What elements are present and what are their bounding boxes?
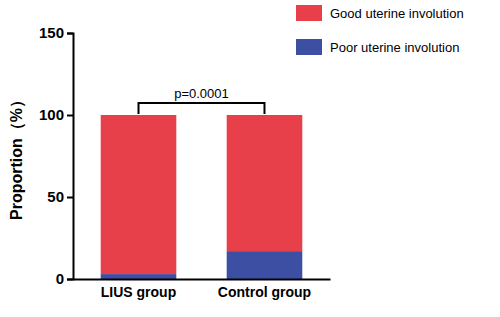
legend: Good uterine involution Poor uterine invo… [296,5,464,55]
legend-label: Poor uterine involution [330,40,459,55]
y-tick-mark [67,279,73,281]
bar-segment [227,251,303,279]
y-axis-line [67,34,74,280]
x-tick-label: LIUS group [101,284,176,300]
y-tick-label: 100 [39,106,64,123]
bar-segment [101,115,177,274]
x-tick: LIUS group [101,284,176,300]
bar-segment [101,274,177,279]
y-tick: 50 [47,188,73,205]
annotation: p=0.0001 [174,86,229,101]
y-tick-label: 50 [47,188,64,205]
y-axis: 0 50 100 150 [39,24,74,287]
x-axis-line [74,279,331,281]
y-tick-mark [67,197,73,199]
x-tick: Control group [218,284,311,300]
y-tick-label: 150 [39,24,64,41]
y-tick: 0 [56,270,73,287]
y-tick-mark [67,115,73,117]
x-axis: LIUS group Control group [74,280,331,300]
y-tick-label: 0 [56,270,64,287]
legend-label: Good uterine involution [330,6,464,21]
chart: 0 50 100 150 LIUS group Control group Proporti… [0,0,500,317]
y-axis-title: Proportion（%） [8,92,26,220]
legend-swatch [296,39,322,55]
x-tick-label: Control group [218,284,311,300]
bar-segment [227,115,303,251]
significance-bracket [139,103,265,114]
bars [101,115,303,279]
y-tick: 150 [39,24,73,41]
legend-swatch [296,5,322,21]
y-tick-mark [67,33,73,35]
y-tick: 100 [39,106,73,123]
